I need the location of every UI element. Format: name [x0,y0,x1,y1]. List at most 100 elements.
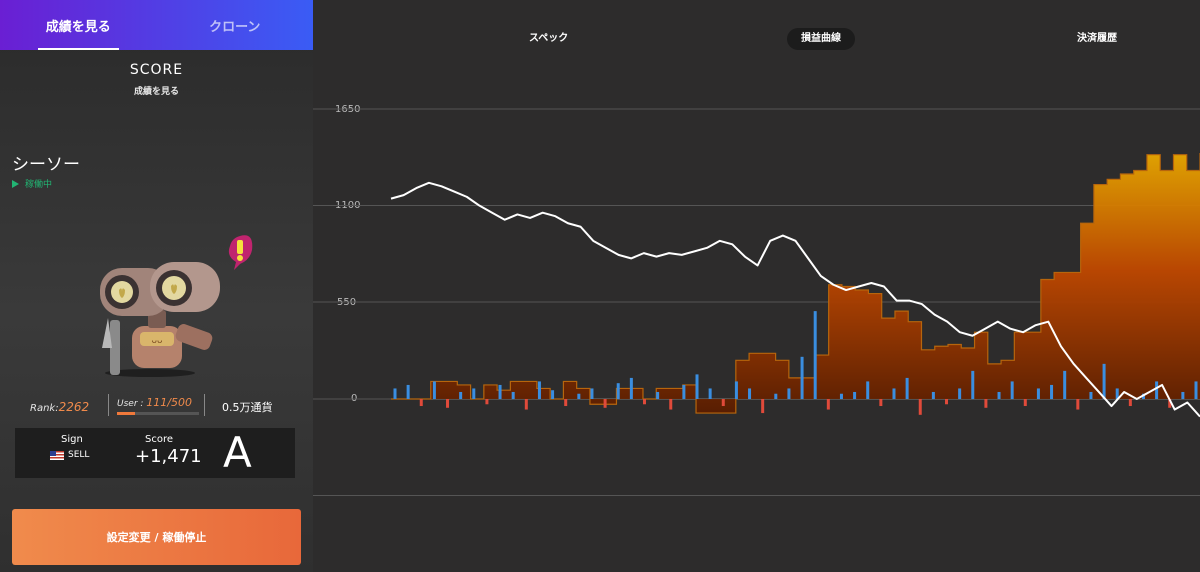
user-progress-bar [117,412,199,415]
bot-stats: Rank:2262 User : 111/500 0.5万通貨 [0,394,313,418]
trade-bar [800,356,804,399]
trade-bar [1102,363,1106,399]
trade-bar [577,393,581,399]
trade-bar [1128,399,1132,407]
user-count: User : 111/500 [117,396,192,409]
tab-spec[interactable]: スペック [529,33,569,44]
trade-bar [472,388,476,399]
trade-bar [813,311,817,399]
trade-bar [564,399,568,407]
trade-bar [393,388,397,399]
pnl-chart: 1650 1100 550 0 [313,90,1200,510]
tab-trade-history[interactable]: 決済履歴 [1077,33,1117,44]
trade-bar [997,391,1001,399]
trade-bar [1181,391,1185,399]
tab-results[interactable]: 成績を見る [0,0,157,50]
trade-bar [682,384,686,399]
sign-value-text: SELL [68,450,90,460]
bot-status: 稼働中 [12,177,52,190]
trade-bar [866,381,870,399]
divider [108,394,109,416]
signal-box: Sign SELL Score +1,471 A [15,428,295,478]
trade-bar [721,399,725,407]
trade-bar [1036,388,1040,399]
trade-bar [695,374,699,399]
trade-bar [826,399,830,410]
score-value: +1,471 [135,446,202,467]
user-count-value: 111/500 [146,396,192,409]
trade-bar [1076,399,1080,410]
trade-bar [853,391,857,399]
left-panel: 成績を見る クローン SCORE 成績を見る シーソー 稼働中 ᴗᴗ Rank:… [0,0,313,572]
trade-bar [945,399,949,405]
trade-bar [748,388,752,399]
rank-value: 2262 [58,400,90,414]
score-subtitle: 成績を見る [133,87,179,97]
trade-bar [551,390,555,399]
sign-value: SELL [50,450,89,460]
cumulative-area [391,152,1200,414]
trade-bar [511,391,515,399]
trade-bar [603,399,607,408]
trade-bar [1155,381,1159,399]
trade-bar [524,399,528,410]
trade-bar [905,377,909,399]
trade-bar [629,377,633,399]
trade-bar [879,399,883,407]
user-progress-fill [117,412,136,415]
trade-bar [446,399,450,408]
tab-pnl-curve[interactable]: 損益曲線 [787,28,855,50]
capital-amount: 0.5万通貨 [222,401,273,414]
trade-bar [459,391,463,399]
chart-canvas [313,108,1200,496]
trade-bar [1050,384,1054,399]
trade-bar [537,381,541,399]
tab-clone[interactable]: クローン [209,19,261,35]
trade-bar [616,383,620,399]
trade-bar [958,388,962,399]
rank: Rank:2262 [30,400,90,414]
trade-bar [984,399,988,408]
score-title: SCORE [129,62,184,78]
trade-bar [406,384,410,399]
trade-bar [971,370,975,399]
sign-label: Sign [61,434,83,445]
trade-bar [498,384,502,399]
play-icon [12,179,19,188]
trade-bar [839,393,843,399]
trade-bar [734,381,738,399]
trade-bar [432,381,436,399]
trade-bar [761,399,765,414]
trade-bar [708,388,712,399]
trade-bar [642,399,646,405]
trade-bar [1023,399,1027,407]
trade-bar [931,391,935,399]
divider [204,394,205,416]
grade: A [223,428,252,477]
us-flag-icon [50,450,64,460]
trade-bar [1115,388,1119,399]
trade-bar [892,388,896,399]
trade-bar [787,388,791,399]
trade-bar [1168,399,1172,408]
bot-name: シーソー [12,155,80,175]
panel-tabs: 成績を見る クローン [0,0,313,50]
trade-bar [1010,381,1014,399]
settings-stop-button[interactable]: 設定変更 / 稼働停止 [12,509,301,565]
trade-bar [1194,381,1198,399]
chart-tabs: スペック 損益曲線 決済履歴 [313,28,1200,50]
score-label: Score [145,434,174,445]
bot-status-label: 稼働中 [25,180,53,190]
price-line [390,181,1200,418]
trade-bar [656,391,660,399]
trade-bar [1089,391,1093,399]
svg-text:ᴗᴗ: ᴗᴗ [151,336,163,346]
trade-bar [669,399,673,410]
trade-bar [1063,370,1067,399]
trade-bar [774,393,778,399]
robot-avatar: ᴗᴗ [100,235,253,377]
trade-bar [590,388,594,399]
trade-bar [419,399,423,407]
trade-bar [485,399,489,405]
trade-bar [918,399,922,415]
